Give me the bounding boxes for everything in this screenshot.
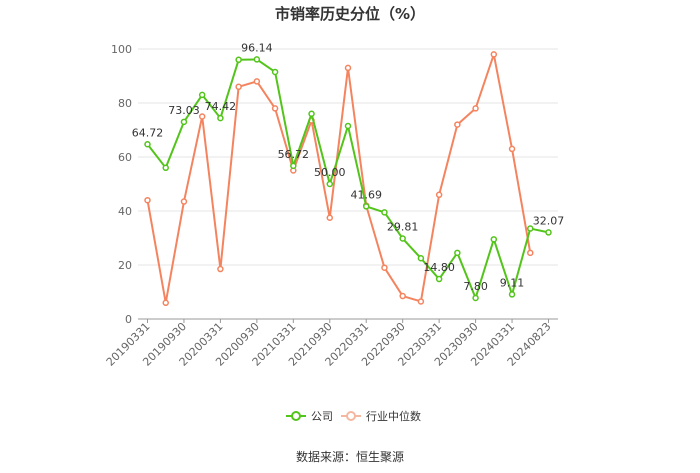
legend-company-label: 公司 — [311, 410, 333, 423]
data-point-company — [180, 118, 188, 126]
data-label: 41.69 — [350, 188, 382, 201]
data-point-company — [308, 110, 315, 118]
data-label: 32.07 — [533, 214, 565, 227]
data-point-company — [527, 225, 534, 232]
data-label: 73.03 — [168, 104, 200, 117]
legend-industry-label: 行业中位数 — [366, 409, 421, 423]
legend-item-company[interactable]: 公司 — [286, 410, 333, 423]
series-line-industry-median — [146, 53, 532, 304]
data-point-company — [472, 294, 479, 302]
y-tick-label: 60 — [118, 151, 132, 164]
data-label: 64.72 — [132, 126, 164, 139]
data-point-company — [490, 236, 498, 243]
data-point-industry-median — [217, 265, 224, 273]
data-point-industry-median — [235, 83, 242, 91]
data-point-industry-median — [144, 196, 151, 204]
y-tick-label: 0 — [125, 313, 132, 326]
data-label: 29.81 — [387, 221, 419, 234]
data-point-industry-median — [271, 105, 279, 112]
source-note: 数据来源：恒生聚源 — [296, 449, 404, 464]
x-axis-ticks: 2019033120190930202003312020093020210331… — [104, 319, 554, 369]
data-point-company — [362, 203, 370, 210]
y-tick-label: 80 — [118, 97, 132, 110]
data-point-company — [162, 164, 169, 172]
data-point-company — [454, 249, 461, 257]
data-point-company — [217, 114, 224, 122]
grid — [138, 48, 558, 320]
legend-item-industry-median[interactable]: 行业中位数 — [341, 409, 421, 423]
data-label: 74.42 — [205, 100, 237, 113]
data-point-industry-median — [180, 198, 188, 205]
data-label: 96.14 — [241, 41, 273, 54]
data-point-industry-median — [344, 64, 352, 72]
data-point-company — [198, 91, 206, 99]
y-tick-label: 20 — [118, 259, 132, 272]
data-point-company — [381, 209, 388, 216]
data-point-industry-median — [417, 298, 425, 305]
data-point-industry-median — [162, 299, 169, 307]
data-point-company — [290, 162, 297, 170]
data-point-industry-median — [399, 292, 406, 300]
data-label: 50.00 — [314, 166, 346, 179]
legend[interactable]: 公司 行业中位数 — [286, 409, 421, 423]
data-label: 9.11 — [500, 276, 525, 289]
data-point-industry-median — [253, 78, 261, 85]
legend-industry-marker — [346, 411, 356, 421]
data-point-industry-median — [490, 51, 498, 58]
y-tick-label: 40 — [118, 205, 132, 218]
data-point-company — [435, 275, 443, 283]
data-label: 14.80 — [423, 261, 455, 274]
data-point-company — [253, 56, 261, 63]
data-point-company — [235, 56, 242, 64]
data-point-industry-median — [326, 214, 334, 221]
data-point-industry-median — [381, 264, 388, 271]
data-point-industry-median — [454, 121, 461, 128]
data-point-company — [545, 229, 552, 236]
data-point-company — [508, 291, 516, 298]
series-group — [144, 51, 552, 307]
legend-company-marker — [291, 411, 301, 421]
data-point-company — [144, 141, 151, 148]
data-point-company — [344, 122, 352, 130]
data-point-company — [271, 68, 279, 76]
data-point-industry-median — [472, 105, 479, 112]
data-label: 7.80 — [463, 280, 488, 293]
data-point-industry-median — [198, 113, 206, 120]
chart-title: 市销率历史分位（%） — [275, 5, 425, 23]
data-labels: 64.72 73.03 74.42 96.14 56.72 50.00 41.69 29.81… — [132, 41, 565, 293]
data-label: 56.72 — [278, 148, 310, 161]
data-point-industry-median — [435, 191, 443, 199]
data-point-industry-median — [508, 145, 516, 153]
y-tick-label: 100 — [111, 43, 132, 56]
series-line-company — [146, 58, 549, 299]
data-point-company — [399, 235, 406, 242]
data-point-industry-median — [527, 249, 534, 257]
data-point-company — [417, 255, 425, 262]
data-point-company — [326, 180, 334, 188]
y-axis-ticks: 0 20 40 60 80 100 — [111, 43, 132, 326]
